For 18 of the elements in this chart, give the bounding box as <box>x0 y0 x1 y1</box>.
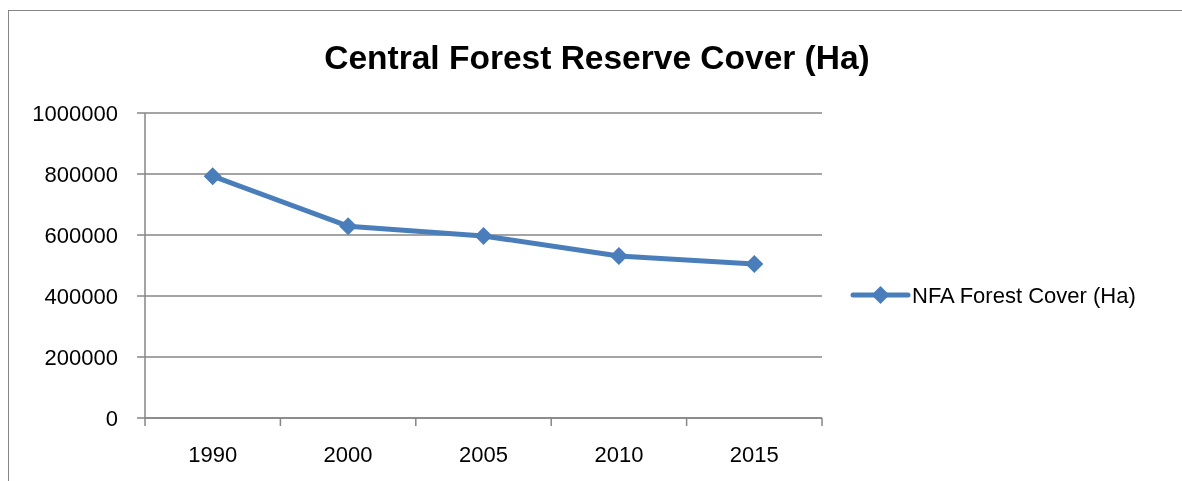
x-tick-label: 1990 <box>188 442 238 467</box>
point <box>339 217 358 236</box>
y-tick-label: 600000 <box>44 222 118 248</box>
point <box>745 254 764 273</box>
y-tick-label: 400000 <box>44 283 118 309</box>
point <box>609 247 628 266</box>
y-tick-label: 800000 <box>44 161 118 187</box>
point <box>474 226 493 245</box>
y-tick-label: 0 <box>105 405 118 431</box>
y-tick-label: 1000000 <box>32 100 118 126</box>
point <box>203 167 222 186</box>
y-tick-label: 200000 <box>44 344 118 370</box>
x-tick-label: 2005 <box>459 442 508 467</box>
x-tick-label: 2000 <box>323 442 373 467</box>
chart-title: Central Forest Reserve Cover (Ha) <box>324 39 870 76</box>
x-tick-label: 2015 <box>729 442 779 467</box>
x-tick-label: 2010 <box>594 442 644 467</box>
legend-label: NFA Forest Cover (Ha) <box>912 282 1136 308</box>
